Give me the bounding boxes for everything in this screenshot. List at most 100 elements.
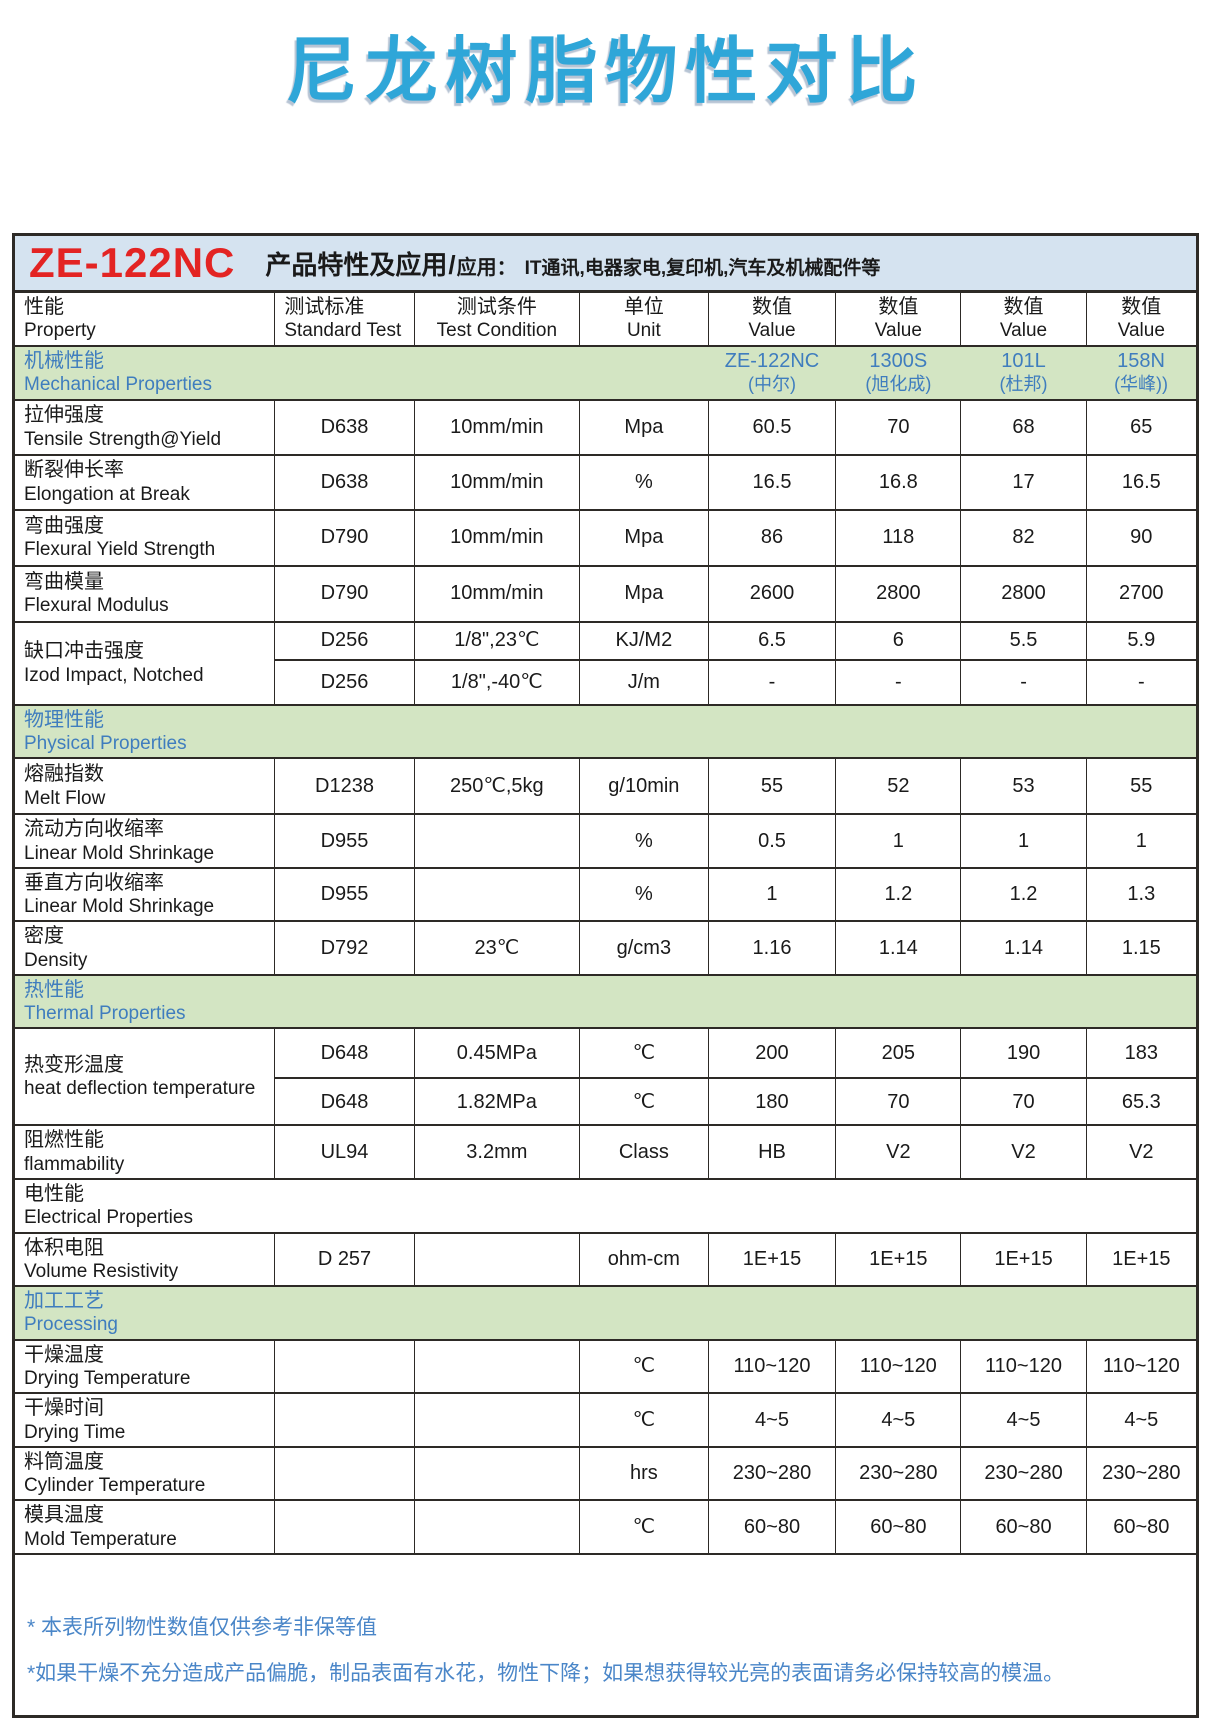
label-en: Value — [874, 320, 922, 342]
property-cell: 料筒温度 Cylinder Temperature — [14, 1445, 276, 1502]
value-cell: 1E+15 — [960, 1231, 1087, 1288]
table-row: 阻燃性能 flammability UL94 3.2mm Class HB V2 V2 V2 — [14, 1124, 1197, 1180]
column-header: 性能 Property — [14, 292, 276, 347]
value-cell: 1 — [835, 813, 962, 869]
value-cell: HB — [707, 1124, 837, 1180]
value-cell: 16.5 — [1085, 453, 1197, 511]
table-row: 弯曲强度 Flexural Yield Strength D790 10mm/min M… — [14, 508, 1197, 567]
value-cell: - — [707, 658, 837, 706]
value-cell: 183 — [1085, 1027, 1197, 1080]
label-en: Tensile Strength@Yield — [24, 428, 222, 450]
value-cell: 53 — [960, 757, 1087, 816]
condition-cell — [413, 1231, 581, 1288]
value-cell: - — [835, 658, 962, 706]
label-zh: 热性能 — [24, 978, 84, 1001]
property-table: 性能 Property 测试标准 Standard Test 测试条件 Test Cond… — [14, 292, 1197, 1554]
condition-cell — [413, 1338, 581, 1395]
value-cell: 110~120 — [835, 1338, 962, 1395]
condition-cell: 10mm/min — [413, 398, 581, 456]
value-cell: - — [1085, 658, 1197, 706]
standard-cell: D638 — [274, 453, 415, 511]
condition-cell: 1.82MPa — [413, 1077, 581, 1127]
unit-cell: ohm-cm — [579, 1231, 709, 1288]
column-header: 单位 Unit — [579, 292, 709, 347]
section-label: 电性能 Electrical Properties — [14, 1177, 1197, 1234]
standard-cell: D790 — [274, 508, 415, 567]
label-zh: 数值 — [751, 296, 792, 318]
grade-cell: ZE-122NC (中尔) — [708, 344, 836, 401]
value-cell: 4~5 — [835, 1392, 962, 1448]
grade-name: 101L — [1001, 350, 1046, 373]
property-cell: 密度 Density — [14, 920, 276, 976]
value-cell: 90 — [1085, 508, 1197, 567]
page: 尼龙树脂物性对比 ZE-122NC 产品特性及应用 / 应用： IT通讯,电器家… — [0, 12, 1211, 1718]
standard-cell: D955 — [274, 866, 415, 923]
section-row: 机械性能 Mechanical Properties ZE-122NC (中尔) 130… — [15, 344, 1196, 401]
value-cell: 1.14 — [835, 920, 962, 976]
section-row: 物理性能 Physical Properties — [15, 703, 1196, 760]
unit-cell: Mpa — [579, 564, 709, 623]
label-en: heat deflection temperature — [24, 1078, 256, 1100]
label-zh: 断裂伸长率 — [24, 459, 124, 482]
value-cell: 230~280 — [960, 1445, 1087, 1502]
property-cell: 干燥温度 Drying Temperature — [14, 1338, 276, 1395]
value-cell: 230~280 — [707, 1445, 837, 1502]
table-row: 熔融指数 Melt Flow D1238 250℃,5kg g/10min 55 52 53 5… — [14, 757, 1197, 816]
value-cell: 60~80 — [707, 1499, 837, 1554]
application-list: IT通讯,电器家电,复印机,汽车及机械配件等 — [524, 257, 881, 279]
value-cell: 2600 — [707, 564, 837, 623]
value-cell: 230~280 — [1085, 1445, 1197, 1502]
standard-cell: D256 — [274, 620, 415, 661]
label-zh: 单位 — [623, 296, 664, 318]
unit-cell: ℃ — [579, 1499, 709, 1554]
grade-cell: 101L (杜邦) — [960, 344, 1087, 401]
section-label: 热性能 Thermal Properties — [15, 973, 1196, 1030]
condition-cell: 1/8",23℃ — [413, 620, 581, 661]
label-zh: 测试条件 — [456, 296, 537, 318]
condition-cell — [413, 813, 581, 869]
label-zh: 拉伸强度 — [24, 404, 104, 427]
section-label: 机械性能 Mechanical Properties — [15, 344, 709, 401]
unit-cell: % — [579, 813, 709, 869]
property-cell: 热变形温度 heat deflection temperature — [14, 1027, 276, 1127]
value-cell: 1 — [960, 813, 1087, 869]
label-en: Melt Flow — [24, 787, 106, 809]
value-cell: V2 — [1085, 1124, 1197, 1180]
grade-name: ZE-122NC — [724, 350, 820, 373]
value-cell: 16.5 — [707, 453, 837, 511]
value-cell: 52 — [835, 757, 962, 816]
label-zh: 加工工艺 — [24, 1290, 104, 1313]
standard-cell: D648 — [274, 1027, 415, 1080]
label-en: Value — [999, 320, 1048, 342]
column-header: 数值 Value — [1085, 292, 1197, 347]
table-header: 性能 Property 测试标准 Standard Test 测试条件 Test Cond… — [14, 292, 1197, 347]
label-en: Thermal Properties — [24, 1003, 186, 1025]
value-cell: 17 — [960, 453, 1087, 511]
standard-cell: D256 — [274, 658, 415, 706]
condition-cell — [413, 1445, 581, 1502]
standard-cell: UL94 — [274, 1124, 415, 1180]
grade-name: 158N — [1117, 350, 1165, 373]
label-zh: 干燥温度 — [24, 1343, 104, 1366]
product-model: ZE-122NC — [29, 239, 236, 286]
value-cell: 0.5 — [707, 813, 837, 869]
property-cell: 阻燃性能 flammability — [14, 1124, 276, 1180]
label-zh: 阻燃性能 — [24, 1129, 104, 1152]
table-row: 缺口冲击强度 Izod Impact, Notched D256 1/8",23℃ KJ… — [14, 620, 1197, 706]
value-cell: 16.8 — [835, 453, 962, 511]
label-en: Linear Mold Shrinkage — [24, 842, 215, 864]
value-cell: 1.2 — [960, 866, 1087, 923]
standard-cell — [274, 1392, 415, 1448]
label-zh: 数值 — [1003, 296, 1044, 318]
value-cell: 2800 — [960, 564, 1087, 623]
section-row: 热性能 Thermal Properties — [15, 973, 1196, 1030]
value-cell: 2800 — [835, 564, 962, 623]
value-cell: 60.5 — [707, 398, 837, 456]
value-cell: 70 — [835, 1077, 962, 1127]
label-zh: 弯曲强度 — [24, 514, 104, 537]
feature-separator: / — [448, 249, 456, 280]
standard-cell: D790 — [274, 564, 415, 623]
label-en: Electrical Properties — [24, 1207, 193, 1229]
unit-cell: g/10min — [579, 757, 709, 816]
unit-cell: KJ/M2 — [579, 620, 709, 661]
